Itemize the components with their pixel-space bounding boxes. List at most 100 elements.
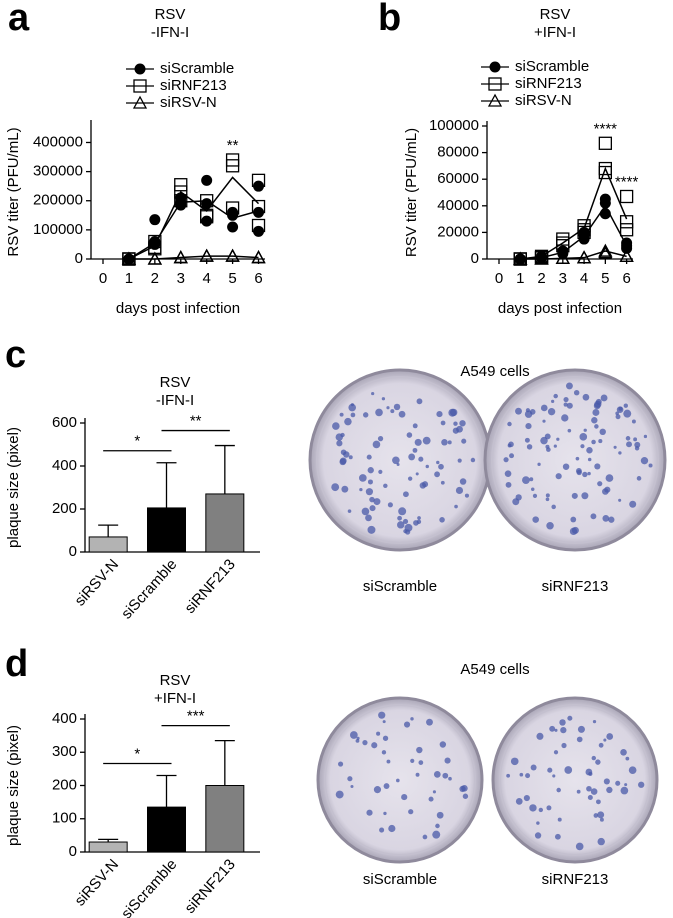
plaque: [547, 767, 553, 773]
plaque: [563, 396, 569, 403]
y-tick-label: 0: [75, 250, 83, 267]
plaque: [433, 771, 441, 778]
plaque: [390, 409, 395, 414]
plaque: [425, 464, 429, 469]
plaque: [636, 476, 642, 481]
plaque: [546, 522, 554, 530]
plaque: [510, 757, 519, 766]
y-axis-label: RSV titer (PFU/mL): [403, 128, 420, 257]
bar: [205, 493, 245, 553]
plaque: [412, 423, 418, 429]
plaque: [348, 455, 353, 460]
plaque: [595, 799, 601, 805]
plaque: [453, 421, 458, 426]
plaque: [381, 397, 386, 401]
image-title: A549 cells: [460, 661, 529, 678]
y-tick-label: 0: [69, 843, 77, 860]
marker: [148, 242, 162, 256]
marker: [225, 159, 240, 173]
plaque: [556, 787, 561, 793]
plaque: [386, 406, 390, 410]
plaque: [367, 467, 374, 474]
plaque: [643, 434, 648, 439]
plaque: [529, 804, 537, 812]
legend-label: siRSV-N: [515, 92, 572, 109]
marker: [199, 248, 214, 262]
series-line: [520, 166, 628, 260]
plaque: [571, 492, 578, 499]
bar: [147, 806, 186, 853]
plaque: [415, 772, 420, 777]
plaque: [586, 447, 593, 454]
plaque: [404, 523, 413, 532]
marker: [534, 251, 549, 265]
y-tick-label: 400000: [33, 133, 83, 150]
plaque: [407, 476, 413, 481]
legend-marker: [133, 79, 147, 93]
plaque: [403, 491, 409, 498]
plaque: [335, 790, 344, 799]
plaque: [438, 463, 444, 470]
plaque: [591, 417, 598, 424]
plaque: [355, 738, 360, 743]
plaque: [623, 409, 632, 418]
plaque: [551, 504, 556, 510]
significance: **: [190, 413, 202, 430]
marker: [174, 178, 188, 192]
plaque: [625, 436, 631, 441]
x-tick-label: 3: [177, 270, 185, 287]
plaque: [367, 479, 373, 485]
plaque: [579, 433, 588, 441]
plaque: [534, 832, 542, 839]
plaque: [459, 478, 467, 485]
plaque: [410, 717, 414, 721]
plate: [491, 696, 659, 864]
plaque: [529, 477, 534, 482]
y-tick-label: 200000: [33, 192, 83, 209]
y-tick-label: 100000: [33, 221, 83, 238]
plaque: [546, 805, 552, 811]
x-tick-label: 4: [580, 270, 588, 287]
plaque: [565, 382, 573, 390]
marker: [619, 248, 634, 262]
plaque: [331, 483, 340, 492]
plaque: [359, 487, 363, 492]
plaque: [406, 432, 413, 438]
plaque: [347, 776, 353, 782]
plaque: [383, 483, 388, 489]
plaque: [545, 444, 550, 449]
legend-marker: [489, 61, 501, 73]
plaque: [515, 407, 522, 415]
plaque: [536, 732, 544, 740]
plaque: [602, 515, 610, 522]
marker: [149, 214, 161, 226]
plaque: [631, 419, 636, 424]
plaque: [461, 785, 468, 792]
legend-label: siRNF213: [160, 77, 227, 94]
plaque: [575, 467, 582, 474]
legend-label: siRNF213: [515, 75, 582, 92]
legend-marker: [134, 63, 146, 75]
marker: [225, 201, 240, 215]
chart-title: RSV: [155, 6, 186, 23]
chart-title: RSV: [540, 6, 571, 23]
marker: [619, 215, 634, 229]
plaque: [402, 518, 409, 525]
plaque: [623, 403, 628, 408]
y-tick-label: 200: [52, 776, 77, 793]
plaque: [594, 424, 599, 429]
marker: [225, 248, 240, 262]
plaque: [435, 823, 440, 829]
plaque: [444, 757, 451, 764]
plaque: [626, 441, 632, 448]
marker: [251, 173, 266, 187]
plaque: [588, 771, 593, 777]
plaque: [536, 821, 540, 825]
marker: [598, 136, 612, 150]
plaque: [542, 419, 546, 423]
plate-rim: [499, 704, 651, 856]
plaque: [439, 741, 447, 748]
marker: [555, 250, 570, 264]
plaque: [440, 480, 445, 485]
x-tick-label: 0: [495, 270, 503, 287]
